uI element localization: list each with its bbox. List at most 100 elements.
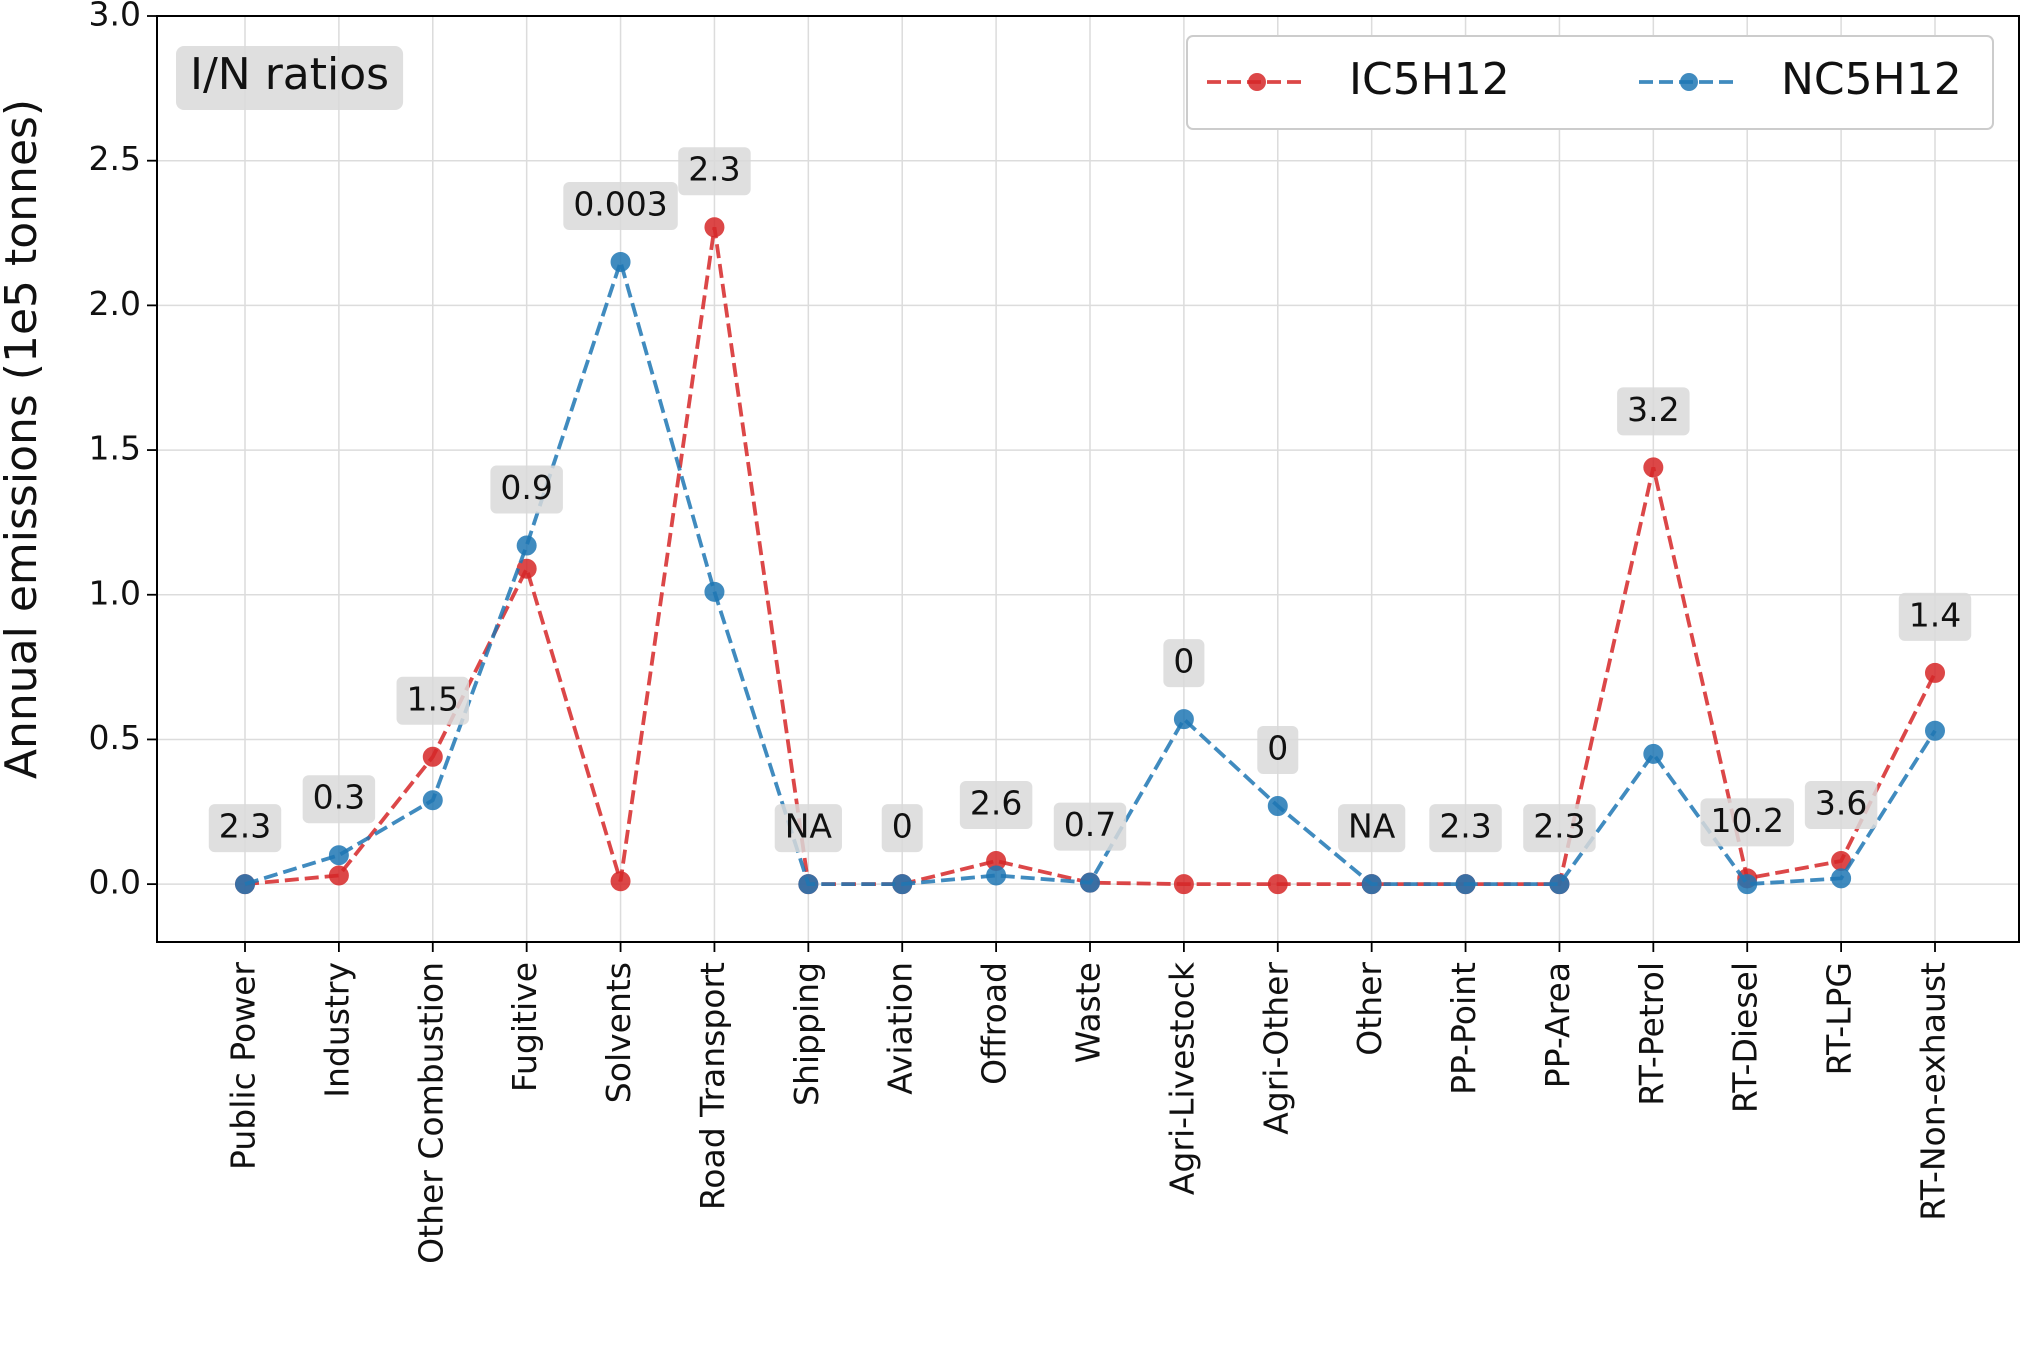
data-point xyxy=(610,251,631,272)
x-tick-label: RT-Non-exhaust xyxy=(1914,962,1953,1221)
legend-marker xyxy=(1248,73,1266,91)
ratio-label-box xyxy=(959,780,1033,829)
ratio-label-box xyxy=(208,804,282,853)
ratio-label: 0.9 xyxy=(500,468,552,507)
data-point xyxy=(1737,874,1758,895)
ratio-label-box xyxy=(1617,387,1690,436)
ratio-label: 0.003 xyxy=(573,184,667,223)
y-tick-label: 0.5 xyxy=(89,718,141,757)
y-tick-label: 2.5 xyxy=(89,139,141,178)
ratio-label-box xyxy=(1163,639,1205,688)
data-point xyxy=(516,535,537,556)
x-tick-label: Fugitive xyxy=(505,962,544,1092)
box-label: I/N ratios xyxy=(190,49,389,100)
data-point xyxy=(1925,662,1945,683)
data-point xyxy=(986,865,1007,886)
x-tick-label: Road Transport xyxy=(693,962,732,1210)
data-point xyxy=(1925,720,1945,741)
y-tick-label: 1.5 xyxy=(89,429,141,468)
data-point xyxy=(610,871,631,892)
ratio-label: 3.2 xyxy=(1627,390,1679,429)
ratio-label: 2.3 xyxy=(219,807,271,846)
x-tick-label: Agri-Livestock xyxy=(1162,961,1201,1195)
data-point xyxy=(1549,874,1570,895)
ratio-label: 2.6 xyxy=(970,783,1022,822)
ratio-label-box xyxy=(1898,592,1972,641)
data-point xyxy=(1080,872,1100,893)
x-tick-label: Aviation xyxy=(881,962,920,1095)
x-tick-label: Waste xyxy=(1069,962,1108,1063)
data-point xyxy=(1361,874,1382,895)
ratio-label: 0 xyxy=(1173,642,1194,681)
data-point xyxy=(1267,874,1288,895)
ratio-label-box xyxy=(1338,804,1406,853)
legend-box xyxy=(1186,35,1994,130)
data-point xyxy=(422,790,443,811)
ratio-label-box xyxy=(678,147,751,196)
ratio-label: 0 xyxy=(892,807,913,846)
data-point xyxy=(1455,874,1476,895)
legend-label: IC5H12 xyxy=(1349,54,1510,105)
ratio-label: 10.2 xyxy=(1710,801,1783,840)
x-tick-label: RT-LPG xyxy=(1820,962,1859,1075)
data-point xyxy=(1173,874,1194,895)
legend-marker xyxy=(1680,73,1698,91)
x-tick-label: Shipping xyxy=(787,962,826,1106)
ratio-label-box xyxy=(774,804,842,853)
ratio-label-box xyxy=(1053,802,1127,851)
data-point xyxy=(328,845,349,866)
ratio-label-box xyxy=(302,775,376,824)
plot-frame xyxy=(156,15,2020,943)
data-point xyxy=(328,865,349,886)
x-tick-label: RT-Petrol xyxy=(1632,962,1671,1106)
x-tick-label: PP-Area xyxy=(1538,962,1577,1088)
x-tick-label: PP-Point xyxy=(1444,962,1483,1095)
ratio-label-box xyxy=(396,676,470,725)
y-tick-label: 2.0 xyxy=(89,284,141,323)
x-tick-label: Agri-Other xyxy=(1256,962,1295,1135)
ratio-label-box xyxy=(1804,780,1878,829)
data-point xyxy=(1267,795,1288,816)
data-point xyxy=(704,581,725,602)
ratio-label: 0 xyxy=(1267,728,1288,767)
x-tick-label: Other Combustion xyxy=(411,962,450,1264)
ratio-label-box xyxy=(490,465,563,514)
data-point xyxy=(704,217,725,238)
ratio-label: 2.3 xyxy=(1533,807,1585,846)
data-point xyxy=(1173,709,1194,730)
data-point xyxy=(892,874,913,895)
ratio-label-box xyxy=(563,181,678,230)
data-point xyxy=(1831,868,1852,889)
x-tick-label: Industry xyxy=(317,962,356,1098)
x-tick-label: Other xyxy=(1350,962,1389,1056)
ratio-label-box xyxy=(1429,804,1502,853)
ratio-label-box xyxy=(1257,725,1299,774)
data-point xyxy=(422,746,443,767)
ratio-label: 3.6 xyxy=(1815,783,1867,822)
x-tick-label: Public Power xyxy=(224,962,263,1170)
ratio-label: NA xyxy=(785,807,833,846)
data-point xyxy=(1643,743,1664,764)
data-point xyxy=(798,874,819,895)
data-point xyxy=(235,874,255,895)
ratio-label-box xyxy=(881,804,923,853)
ratio-label: NA xyxy=(1348,807,1396,846)
y-axis-label: Annual emissions (1e5 tonnes) xyxy=(0,99,47,779)
ratio-label: 0.3 xyxy=(313,778,365,817)
y-tick-label: 1.0 xyxy=(89,573,141,612)
data-point xyxy=(1643,457,1664,478)
ratio-label: 2.3 xyxy=(688,150,740,189)
ratio-label-box xyxy=(1700,798,1794,847)
legend-label: NC5H12 xyxy=(1781,54,1962,105)
y-tick-label: 3.0 xyxy=(89,0,141,34)
x-tick-label: Offroad xyxy=(975,962,1014,1085)
x-tick-label: Solvents xyxy=(599,962,638,1103)
x-tick-label: RT-Diesel xyxy=(1726,962,1765,1113)
y-tick-label: 0.0 xyxy=(89,863,141,902)
ratio-label: 0.7 xyxy=(1064,805,1116,844)
box-label-bg xyxy=(176,46,404,110)
ratio-label: 2.3 xyxy=(1439,807,1491,846)
ratio-label: 1.4 xyxy=(1909,595,1961,634)
